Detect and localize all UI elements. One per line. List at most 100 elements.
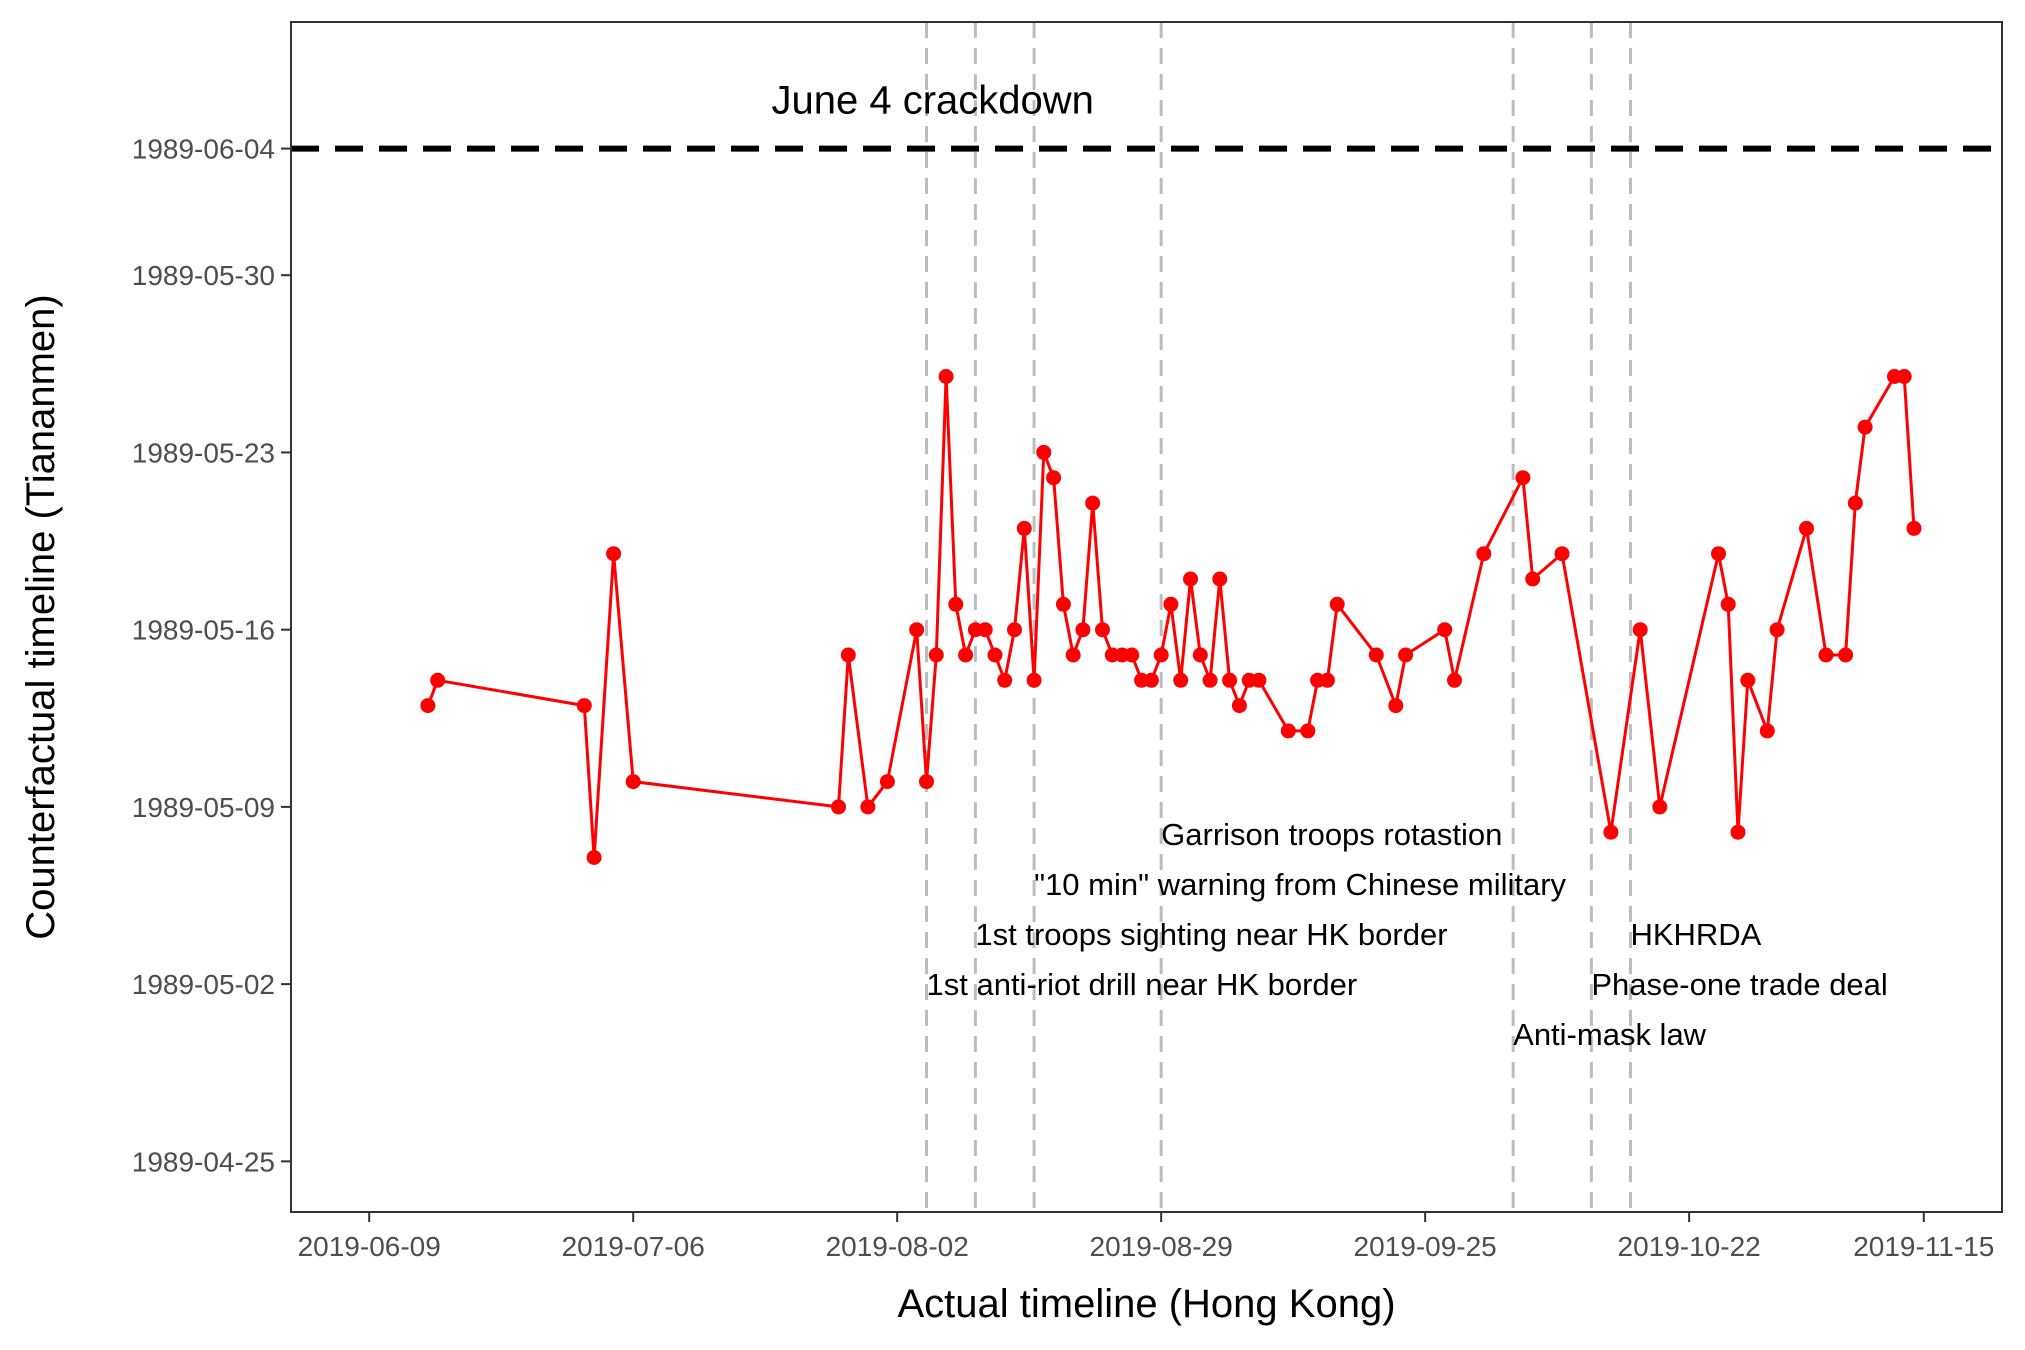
x-tick-label: 2019-11-15 — [1853, 1231, 1994, 1262]
data-point — [1026, 672, 1042, 688]
x-axis-title: Actual timeline (Hong Kong) — [897, 1282, 1395, 1326]
data-point — [1720, 596, 1736, 612]
event-label: "10 min" warning from Chinese military — [1034, 867, 1566, 902]
data-point — [1251, 672, 1267, 688]
data-point — [987, 647, 1003, 663]
plot-panel — [291, 22, 2002, 1212]
event-label: HKHRDA — [1630, 917, 1761, 952]
data-point — [1319, 672, 1335, 688]
x-tick-label: 2019-06-09 — [298, 1231, 441, 1262]
data-point — [1368, 647, 1384, 663]
data-point — [958, 647, 974, 663]
data-point — [938, 369, 954, 384]
data-point — [909, 622, 925, 638]
data-point — [1799, 520, 1814, 536]
data-point — [1163, 596, 1179, 612]
data-point — [1603, 824, 1619, 840]
data-point — [606, 546, 622, 562]
data-point — [879, 774, 895, 790]
data-point — [1554, 546, 1570, 562]
event-label: 1st troops sighting near HK border — [975, 917, 1447, 952]
data-point — [860, 799, 876, 815]
data-point — [1183, 571, 1198, 587]
event-labels: 1st anti-riot drill near HK border 1st tr… — [927, 817, 1888, 1052]
data-point — [1730, 824, 1746, 840]
x-tick-label: 2019-07-06 — [562, 1231, 705, 1262]
data-point — [1016, 520, 1032, 536]
june4-reference-label: June 4 crackdown — [772, 79, 1094, 123]
data-point — [1231, 698, 1247, 714]
data-point — [831, 799, 846, 815]
data-point — [1759, 723, 1775, 739]
data-point — [928, 647, 944, 663]
data-point — [1095, 622, 1110, 638]
x-tick-label: 2019-08-02 — [826, 1231, 969, 1262]
data-point — [1046, 470, 1062, 486]
data-point — [1437, 622, 1453, 638]
y-axis-title: Counterfactual timeline (Tiananmen) — [19, 294, 63, 940]
data-point — [576, 698, 592, 714]
event-label: Phase-one trade deal — [1591, 967, 1887, 1002]
data-point — [1652, 799, 1668, 815]
data-point — [1896, 369, 1912, 384]
data-point — [1818, 647, 1834, 663]
data-point — [1711, 546, 1726, 562]
data-point — [1329, 596, 1345, 612]
data-point — [1398, 647, 1414, 663]
data-point — [1075, 622, 1091, 638]
data-point — [977, 622, 993, 638]
data-point — [1007, 622, 1022, 638]
data-point — [840, 647, 856, 663]
data-point — [1476, 546, 1492, 562]
data-point — [1192, 647, 1208, 663]
data-point — [997, 672, 1013, 688]
y-tick-label: 1989-05-23 — [132, 437, 275, 468]
x-axis: 2019-06-09 2019-07-06 2019-08-02 2019-08-29… — [298, 1212, 1994, 1262]
reference-line-group: June 4 crackdown — [291, 79, 2002, 152]
y-tick-label: 1989-04-25 — [132, 1146, 275, 1177]
data-point — [1525, 571, 1541, 587]
data-point — [1740, 672, 1756, 688]
data-point — [1202, 672, 1218, 688]
data-point — [1173, 672, 1189, 688]
data-point — [1769, 622, 1785, 638]
data-point — [1906, 520, 1922, 536]
data-point — [1515, 470, 1531, 486]
data-point — [1388, 698, 1404, 714]
event-lines — [925, 22, 1632, 1212]
data-point — [1143, 672, 1159, 688]
y-tick-label: 1989-05-16 — [132, 615, 275, 646]
data-point — [1065, 647, 1081, 663]
y-axis: 1989-04-25 1989-05-02 1989-05-09 1989-05-16… — [132, 134, 291, 1177]
event-label: Garrison troops rotastion — [1161, 817, 1502, 852]
data-point — [1055, 596, 1071, 612]
x-tick-label: 2019-09-25 — [1354, 1231, 1497, 1262]
data-point — [1838, 647, 1854, 663]
series-points — [420, 369, 1922, 865]
y-tick-label: 1989-06-04 — [132, 134, 275, 165]
data-point — [1632, 622, 1648, 638]
y-tick-label: 1989-05-30 — [132, 260, 275, 291]
data-point — [919, 774, 934, 790]
data-point — [1085, 495, 1101, 511]
data-point — [420, 698, 436, 714]
y-tick-label: 1989-05-02 — [132, 969, 275, 1000]
data-point — [1212, 571, 1228, 587]
y-tick-label: 1989-05-09 — [132, 792, 275, 823]
data-point — [430, 672, 446, 688]
event-label: 1st anti-riot drill near HK border — [927, 967, 1358, 1002]
data-point — [1153, 647, 1169, 663]
data-point — [1300, 723, 1316, 739]
data-point — [1222, 672, 1238, 688]
event-label: Anti-mask law — [1513, 1017, 1707, 1052]
data-point — [948, 596, 964, 612]
data-point — [1447, 672, 1462, 688]
data-point — [1036, 444, 1052, 460]
data-point — [1280, 723, 1296, 739]
data-point — [625, 774, 641, 790]
plot-border — [290, 21, 2003, 1213]
x-tick-label: 2019-08-29 — [1090, 1231, 1233, 1262]
data-point — [1857, 419, 1873, 435]
data-point — [1124, 647, 1140, 663]
